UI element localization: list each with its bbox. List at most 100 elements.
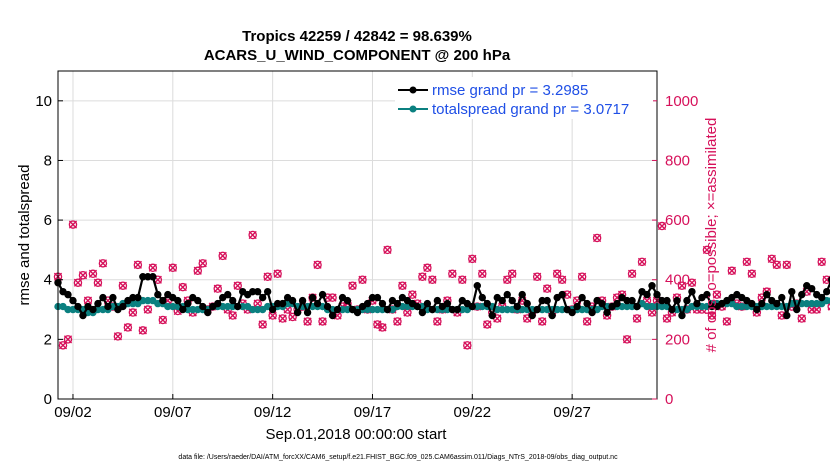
rmse-series xyxy=(54,273,830,320)
legend-rmse-label: rmse grand pr = 3.2985 xyxy=(432,82,588,99)
obs-possible-marker xyxy=(213,284,222,293)
obs-assimilated-marker xyxy=(98,259,108,268)
obs-possible-marker xyxy=(622,335,632,344)
obs-assimilated-marker xyxy=(113,332,122,341)
obs-possible-marker xyxy=(63,335,73,344)
obs-possible-marker xyxy=(73,278,83,287)
rmse-point xyxy=(573,302,581,311)
rmse-point xyxy=(94,299,102,308)
obs-possible-marker xyxy=(582,317,592,326)
rmse-point xyxy=(513,302,521,311)
obs-possible-marker xyxy=(98,259,108,268)
obs-possible-marker xyxy=(702,245,712,255)
rmse-point xyxy=(823,287,830,296)
rmse-point xyxy=(588,308,596,317)
obs-count-point xyxy=(817,257,826,267)
obs-assimilated-marker xyxy=(83,296,93,305)
rmse-point xyxy=(468,302,477,311)
obs-assimilated-marker xyxy=(772,260,781,269)
rmse-point xyxy=(423,299,432,308)
rmse-point xyxy=(673,296,681,305)
rmse-point xyxy=(288,296,297,305)
obs-possible-marker xyxy=(797,314,807,323)
obs-count-point xyxy=(273,269,282,279)
obs-count-point xyxy=(168,263,178,273)
rmse-point xyxy=(473,281,481,290)
obs-assimilated-marker xyxy=(657,221,667,231)
x-tick-label: 09/07 xyxy=(154,404,192,421)
obs-possible-marker xyxy=(418,272,427,281)
obs-assimilated-marker xyxy=(348,281,357,290)
right-y-tick-label: 0 xyxy=(665,391,673,408)
obs-assimilated-marker xyxy=(448,269,457,278)
obs-assimilated-marker xyxy=(158,315,167,325)
right-y-tick-label: 800 xyxy=(665,152,690,169)
obs-possible-marker xyxy=(712,290,722,299)
obs-possible-marker xyxy=(507,269,517,279)
obs-count-point xyxy=(632,314,642,323)
obs-possible-marker xyxy=(537,317,547,326)
obs-count-point xyxy=(727,266,737,276)
obs-assimilated-marker xyxy=(702,245,712,255)
obs-count-point xyxy=(143,305,153,314)
obs-count-point xyxy=(687,278,697,287)
rmse-point xyxy=(149,273,157,281)
obs-possible-marker xyxy=(428,275,437,284)
obs-possible-marker xyxy=(433,317,442,326)
obs-assimilated-marker xyxy=(398,281,407,290)
rmse-point xyxy=(688,287,696,296)
obs-possible-marker xyxy=(58,341,68,350)
rmse-point xyxy=(613,299,621,308)
left-y-tick-label: 2 xyxy=(44,331,52,348)
obs-assimilated-marker xyxy=(213,284,222,293)
obs-count-point xyxy=(128,308,138,317)
obs-count-point xyxy=(478,269,487,279)
obs-count-point xyxy=(383,245,392,255)
obs-possible-marker xyxy=(552,269,562,279)
obs-count-point xyxy=(592,233,602,243)
obs-assimilated-marker xyxy=(128,308,137,317)
obs-count-point xyxy=(557,275,567,284)
obs-assimilated-marker xyxy=(812,305,821,314)
rmse-point xyxy=(258,293,267,302)
rmse-point xyxy=(383,305,392,314)
obs-count-point xyxy=(542,284,552,293)
x-axis-label: Sep.01,2018 00:00:00 start xyxy=(266,426,448,443)
obs-possible-marker xyxy=(483,320,492,329)
rmse-point xyxy=(174,296,182,305)
rmse-point xyxy=(583,299,591,308)
left-y-axis-label: rmse and totalspread xyxy=(16,165,33,306)
obs-possible-marker xyxy=(123,323,133,332)
obs-count-point xyxy=(263,272,272,281)
obs-count-point xyxy=(358,275,367,284)
obs-possible-marker xyxy=(463,341,472,350)
obs-assimilated-marker xyxy=(118,281,127,290)
rmse-point xyxy=(578,293,586,302)
rmse-point xyxy=(633,302,641,311)
obs-assimilated-marker xyxy=(268,311,277,320)
obs-count-point xyxy=(98,259,108,268)
obs-possible-marker xyxy=(313,260,322,270)
obs-count-point xyxy=(193,266,203,276)
chart-title-line2: ACARS_U_WIND_COMPONENT @ 200 hPa xyxy=(204,47,511,64)
obs-count-point xyxy=(118,281,128,290)
obs-possible-marker xyxy=(827,302,830,311)
x-tick-label: 09/02 xyxy=(54,404,92,421)
rmse-point xyxy=(703,290,711,299)
legend-spread-label: totalspread grand pr = 3.0717 xyxy=(432,101,629,118)
obs-assimilated-marker xyxy=(148,263,157,272)
obs-assimilated-marker xyxy=(378,323,387,332)
chart-title-line1: Tropics 42259 / 42842 = 98.639% xyxy=(242,28,472,45)
obs-assimilated-marker xyxy=(632,314,642,323)
obs-assimilated-marker xyxy=(428,275,437,284)
rmse-point xyxy=(328,311,337,320)
rmse-point xyxy=(363,299,372,308)
obs-assimilated-marker xyxy=(228,311,237,320)
rmse-point xyxy=(483,299,491,308)
obs-count-point xyxy=(393,317,402,326)
x-axis: 09/02 09/07 09/12 09/17 09/22 09/27 xyxy=(54,394,591,421)
obs-possible-marker xyxy=(627,269,637,279)
obs-possible-marker xyxy=(348,281,357,290)
grid xyxy=(58,71,657,399)
